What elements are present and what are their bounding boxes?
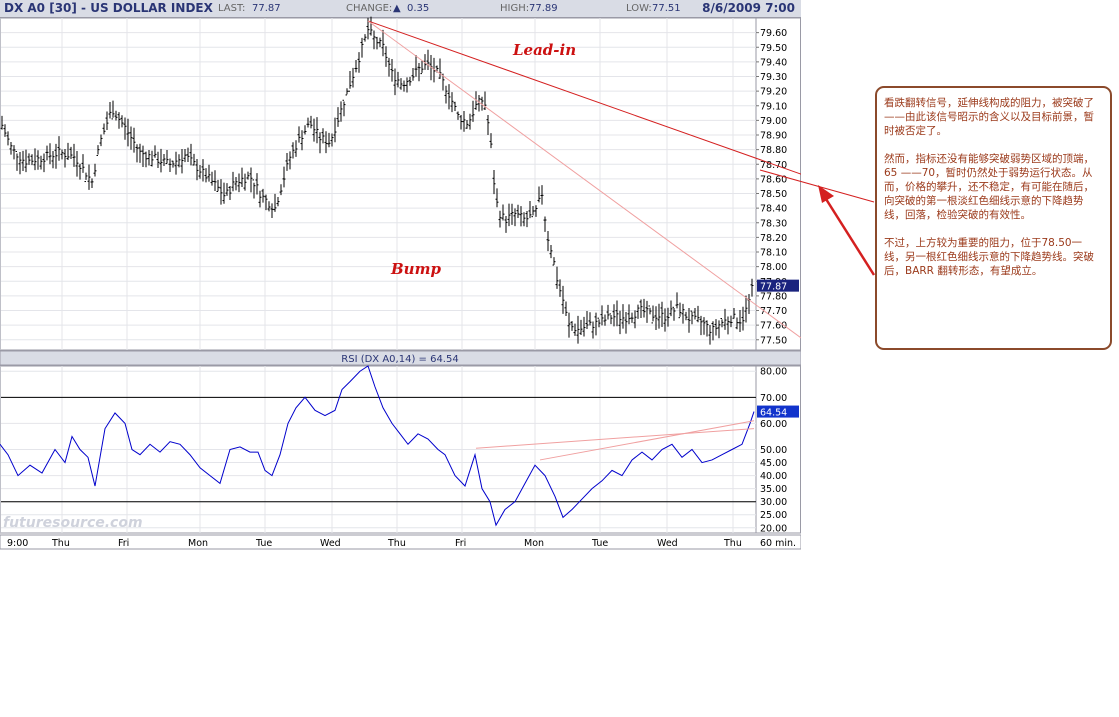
time-tick-label: Thu <box>51 538 70 549</box>
price-tick-label: 78.70 <box>760 160 787 171</box>
chart-header: DX A0 [30] - US DOLLAR INDEX LAST: 77.87… <box>0 0 801 18</box>
time-tick-label: Wed <box>657 538 678 549</box>
rsi-tick-label: 50.00 <box>760 445 787 456</box>
price-tick-label: 78.90 <box>760 131 787 142</box>
high-value: 77.89 <box>529 3 558 14</box>
rsi-trendline-upper <box>475 428 755 449</box>
callout-arrow-icon <box>818 185 834 203</box>
price-bars <box>0 16 754 345</box>
commentary-paragraph-2: 然而，指标还没有能够突破弱势区域的顶端，65 ——70，暂时仍然处于弱势运行状态… <box>884 153 1094 221</box>
price-tick-label: 79.30 <box>760 72 787 83</box>
rsi-tick-label: 60.00 <box>760 419 787 430</box>
price-tick-label: 79.40 <box>760 57 787 68</box>
rsi-title-bar <box>0 350 801 366</box>
rsi-tick-label: 25.00 <box>760 510 787 521</box>
price-tick-label: 77.50 <box>760 335 787 346</box>
time-tick-label: Tue <box>255 538 272 549</box>
price-tick-label: 77.80 <box>760 291 787 302</box>
callout-arrow-shaft <box>824 198 876 276</box>
rsi-tick-label: 40.00 <box>760 471 787 482</box>
trendline-major <box>367 20 801 175</box>
lead-in-label: Lead-in <box>513 41 577 59</box>
datetime: 8/6/2009 7:00 <box>702 1 795 15</box>
price-tick-label: 79.00 <box>760 116 787 127</box>
time-tick-label: 9:00 <box>7 538 28 549</box>
commentary-box: 看跌翻转信号，延伸线构成的阻力，被突破了——由此该信号昭示的含义以及目标前景，暂… <box>875 86 1112 350</box>
rsi-last-value: 64.54 <box>760 408 787 419</box>
price-tick-label: 78.20 <box>760 233 787 244</box>
last-value: 77.87 <box>252 3 281 14</box>
price-tick-label: 79.50 <box>760 43 787 54</box>
time-tick-label: Thu <box>723 538 742 549</box>
watermark-logo: futuresource.com <box>3 515 143 531</box>
bump-label: Bump <box>391 260 441 278</box>
price-tick-label: 77.70 <box>760 306 787 317</box>
price-tick-label: 79.60 <box>760 28 787 39</box>
time-tick-label: Thu <box>387 538 406 549</box>
price-tick-label: 78.10 <box>760 248 787 259</box>
up-arrow-icon: ▲ <box>393 3 401 14</box>
price-tick-label: 78.30 <box>760 218 787 229</box>
symbol-title: DX A0 [30] - US DOLLAR INDEX <box>4 1 213 15</box>
change-value: 0.35 <box>407 3 430 14</box>
last-price-value: 77.87 <box>760 282 787 293</box>
commentary-paragraph-3: 不过，上方较为重要的阻力，位于78.50一线，另一根红色细线示意的下降趋势线。突… <box>884 237 1094 277</box>
time-tick-label: Mon <box>188 538 208 549</box>
time-tick-label: Fri <box>455 538 466 549</box>
time-axis-bar <box>0 534 801 550</box>
price-tick-label: 79.20 <box>760 87 787 98</box>
commentary-paragraph-1: 看跌翻转信号，延伸线构成的阻力，被突破了——由此该信号昭示的含义以及目标前景，暂… <box>884 97 1094 137</box>
price-tick-label: 77.60 <box>760 321 787 332</box>
price-panel-frame <box>0 17 801 351</box>
chart: DX A0 [30] - US DOLLAR INDEX LAST: 77.87… <box>0 0 801 550</box>
time-tick-label: Tue <box>591 538 608 549</box>
low-value: 77.51 <box>652 3 681 14</box>
time-unit-label: 60 min. <box>760 538 796 549</box>
rsi-title: RSI (DX A0,14) = 64.54 <box>341 354 458 365</box>
rsi-tick-label: 80.00 <box>760 367 787 378</box>
time-tick-label: Wed <box>320 538 341 549</box>
price-tick-label: 79.10 <box>760 101 787 112</box>
time-tick-label: Mon <box>524 538 544 549</box>
time-tick-label: Fri <box>118 538 129 549</box>
chart-svg: RSI (DX A0,14) = 64.54 79.60 79.50 79.40 79.… <box>0 16 801 550</box>
price-tick-label: 78.00 <box>760 262 787 273</box>
price-tick-label: 78.60 <box>760 174 787 185</box>
high-label: HIGH: <box>500 3 530 14</box>
price-tick-label: 78.40 <box>760 204 787 215</box>
rsi-tick-label: 35.00 <box>760 484 787 495</box>
rsi-tick-label: 45.00 <box>760 458 787 469</box>
price-tick-label: 78.50 <box>760 189 787 200</box>
rsi-tick-label: 20.00 <box>760 523 787 534</box>
last-price-tag <box>757 279 799 292</box>
change-label: CHANGE: <box>346 3 393 14</box>
price-tick-label: 78.80 <box>760 145 787 156</box>
trendline-light <box>367 20 801 339</box>
rsi-last-tag <box>757 405 799 418</box>
rsi-tick-label: 70.00 <box>760 393 787 404</box>
last-label: LAST: <box>218 3 246 14</box>
rsi-line <box>0 365 755 527</box>
rsi-trendline-lower <box>539 420 755 461</box>
low-label: LOW: <box>626 3 652 14</box>
rsi-tick-label: 30.00 <box>760 497 787 508</box>
